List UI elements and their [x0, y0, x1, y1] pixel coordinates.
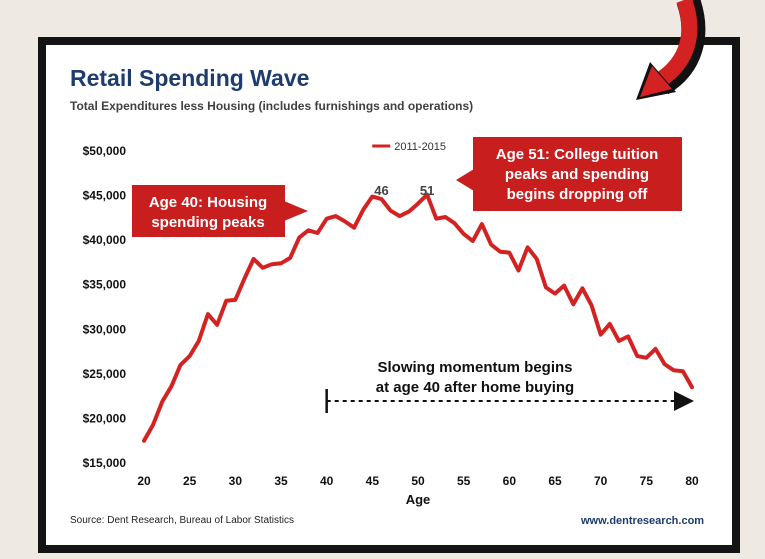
peak-label: 46	[374, 183, 388, 198]
y-tick-label: $25,000	[83, 367, 127, 381]
x-tick-label: 25	[183, 474, 197, 488]
x-tick-label: 70	[594, 474, 608, 488]
x-tick-label: 20	[137, 474, 151, 488]
series-line-2011-2015	[142, 192, 694, 443]
x-tick-label: 45	[366, 474, 380, 488]
x-tick-label: 40	[320, 474, 334, 488]
x-tick-label: 75	[640, 474, 654, 488]
x-tick-label: 60	[503, 474, 517, 488]
chart-canvas: $15,000 $20,000 $25,000 $30,000 $35,000 $40,0…	[83, 137, 699, 507]
callout-text-age-51: begins dropping off	[507, 186, 649, 203]
momentum-arrowhead	[674, 391, 694, 411]
callout-pointer-age-51	[456, 169, 474, 191]
swoosh-arrowhead	[640, 66, 672, 97]
y-tick-label: $50,000	[83, 144, 127, 158]
callout-box-age-40	[132, 185, 285, 237]
callout-text-age-51: Age 51: College tuition	[496, 146, 659, 163]
chart-title: Retail Spending Wave	[70, 65, 310, 91]
x-tick-label: 65	[548, 474, 562, 488]
x-tick-label: 50	[411, 474, 425, 488]
swoosh-arrow-body	[655, 0, 698, 87]
callout-text-age-51: peaks and spending	[505, 166, 649, 183]
y-tick-label: $45,000	[83, 189, 127, 203]
y-tick-label: $40,000	[83, 233, 127, 247]
source-note: Source: Dent Research, Bureau of Labor S…	[70, 515, 295, 526]
legend-label: 2011-2015	[394, 141, 446, 153]
chart-subtitle: Total Expenditures less Housing (include…	[70, 99, 474, 113]
x-tick-label: 35	[274, 474, 288, 488]
chart-frame: Retail Spending Wave Total Expenditures …	[38, 37, 740, 553]
x-tick-label: 30	[229, 474, 243, 488]
x-tick-label: 55	[457, 474, 471, 488]
peak-label: 51	[420, 183, 434, 198]
x-axis-title: Age	[406, 492, 431, 507]
callout-text-age-40: Age 40: Housing	[149, 194, 267, 211]
callout-text-age-40: spending peaks	[151, 214, 264, 231]
callout-pointer-age-40	[284, 201, 308, 221]
momentum-note: at age 40 after home buying	[376, 379, 574, 396]
y-tick-label: $15,000	[83, 456, 127, 470]
callout-box-age-51	[473, 137, 682, 211]
website-label: www.dentresearch.com	[581, 515, 705, 527]
y-tick-label: $35,000	[83, 278, 127, 292]
momentum-note: Slowing momentum begins	[377, 359, 572, 376]
y-tick-label: $20,000	[83, 411, 127, 425]
y-tick-label: $30,000	[83, 322, 127, 336]
x-tick-label: 80	[685, 474, 699, 488]
